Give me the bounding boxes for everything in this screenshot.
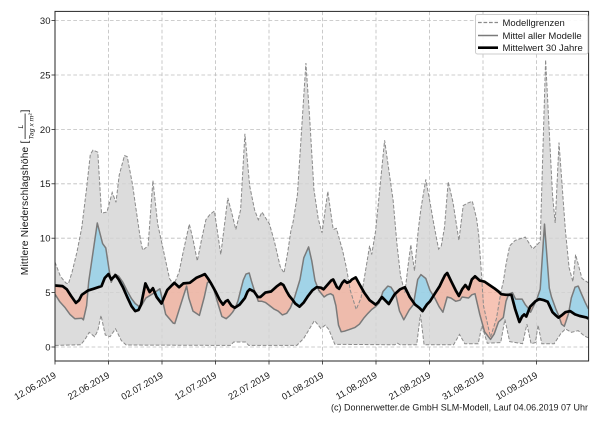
svg-text:]: ] [20, 110, 31, 113]
svg-text:15: 15 [40, 179, 51, 190]
svg-text:10: 10 [40, 234, 51, 245]
svg-text:(c) Donnerwetter.de GmbH SLM-M: (c) Donnerwetter.de GmbH SLM-Modell, Lau… [331, 403, 588, 413]
svg-text:Mittel aller Modelle: Mittel aller Modelle [503, 31, 582, 42]
svg-text:L: L [18, 124, 25, 128]
svg-text:5: 5 [45, 288, 50, 299]
svg-text:20: 20 [40, 125, 51, 136]
svg-text:25: 25 [40, 70, 51, 81]
svg-text:Mittlere Niederschlagshöhe [: Mittlere Niederschlagshöhe [ [20, 141, 31, 276]
svg-text:30: 30 [40, 16, 51, 27]
svg-text:Tag x m²: Tag x m² [29, 113, 36, 140]
svg-text:Mittelwert 30 Jahre: Mittelwert 30 Jahre [503, 43, 583, 54]
svg-text:Modellgrenzen: Modellgrenzen [503, 18, 565, 29]
svg-text:0: 0 [45, 342, 50, 353]
